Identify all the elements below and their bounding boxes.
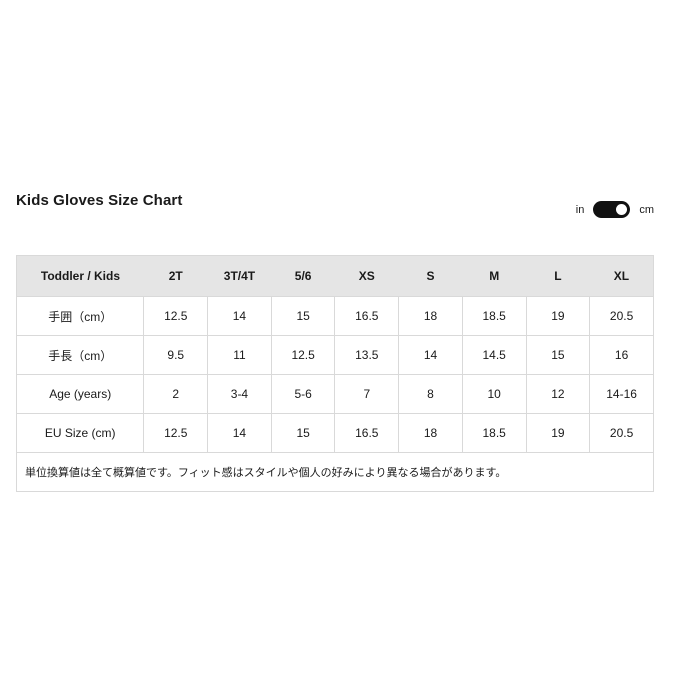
table-row: EU Size (cm) 12.5 14 15 16.5 18 18.5 19 20.5 bbox=[16, 413, 654, 453]
row-value: 18 bbox=[398, 296, 463, 336]
column-header: 2T bbox=[143, 255, 208, 297]
table-row: Age (years) 2 3-4 5-6 7 8 10 12 14-16 bbox=[16, 374, 654, 414]
row-value: 10 bbox=[461, 374, 527, 414]
column-header: Toddler / Kids bbox=[16, 255, 144, 297]
row-value: 15 bbox=[270, 413, 335, 453]
row-value: 8 bbox=[398, 374, 463, 414]
row-value: 19 bbox=[525, 296, 590, 336]
row-value: 20.5 bbox=[589, 413, 654, 453]
row-value: 12.5 bbox=[143, 296, 208, 336]
row-value: 12.5 bbox=[143, 413, 208, 453]
column-header: 5/6 bbox=[271, 255, 335, 297]
table-footnote: 単位換算値は全て概算値です。フィット感はスタイルや個人の好みにより異なる場合があ… bbox=[16, 452, 654, 492]
row-label: 手囲（cm） bbox=[16, 296, 144, 336]
size-chart-section: Kids Gloves Size Chart in cm Toddler / K… bbox=[16, 192, 654, 492]
unit-switch[interactable] bbox=[593, 201, 631, 218]
row-value: 12.5 bbox=[270, 335, 335, 375]
row-value: 13.5 bbox=[334, 335, 399, 375]
row-value: 5-6 bbox=[270, 374, 335, 414]
row-value: 2 bbox=[143, 374, 208, 414]
table-row: 手囲（cm） 12.5 14 15 16.5 18 18.5 19 20.5 bbox=[16, 296, 654, 336]
row-value: 14 bbox=[207, 413, 272, 453]
row-value: 14-16 bbox=[589, 374, 654, 414]
row-label: EU Size (cm) bbox=[16, 413, 144, 453]
row-value: 12 bbox=[525, 374, 590, 414]
row-value: 7 bbox=[334, 374, 399, 414]
row-value: 18 bbox=[398, 413, 463, 453]
row-value: 20.5 bbox=[589, 296, 654, 336]
table-row: 手長（cm） 9.5 11 12.5 13.5 14 14.5 15 16 bbox=[16, 335, 654, 375]
page-title: Kids Gloves Size Chart bbox=[16, 192, 183, 209]
row-value: 15 bbox=[525, 335, 590, 375]
row-label: Age (years) bbox=[16, 374, 144, 414]
column-header: L bbox=[526, 255, 590, 297]
column-header: S bbox=[398, 255, 463, 297]
section-header: Kids Gloves Size Chart in cm bbox=[16, 192, 654, 218]
column-header: XS bbox=[334, 255, 399, 297]
row-value: 9.5 bbox=[143, 335, 208, 375]
row-value: 19 bbox=[525, 413, 590, 453]
row-value: 11 bbox=[207, 335, 272, 375]
row-value: 15 bbox=[270, 296, 335, 336]
column-header: XL bbox=[589, 255, 654, 297]
size-chart-table: Toddler / Kids 2T 3T/4T 5/6 XS S M L XL 手囲（cm） 12… bbox=[16, 255, 654, 492]
unit-label-in[interactable]: in bbox=[575, 203, 585, 216]
footnote-row: 単位換算値は全て概算値です。フィット感はスタイルや個人の好みにより異なる場合があ… bbox=[16, 452, 654, 492]
row-value: 16.5 bbox=[334, 413, 399, 453]
column-header: M bbox=[462, 255, 527, 297]
unit-label-cm[interactable]: cm bbox=[639, 203, 654, 216]
switch-knob bbox=[616, 204, 628, 215]
column-header: 3T/4T bbox=[207, 255, 272, 297]
row-value: 18.5 bbox=[461, 296, 527, 336]
row-value: 16 bbox=[589, 335, 654, 375]
table-header-row: Toddler / Kids 2T 3T/4T 5/6 XS S M L XL bbox=[16, 255, 654, 297]
row-value: 14.5 bbox=[461, 335, 527, 375]
row-value: 18.5 bbox=[461, 413, 527, 453]
row-value: 14 bbox=[207, 296, 272, 336]
row-value: 14 bbox=[398, 335, 463, 375]
row-value: 3-4 bbox=[207, 374, 272, 414]
row-label: 手長（cm） bbox=[16, 335, 144, 375]
row-value: 16.5 bbox=[334, 296, 399, 336]
unit-toggle: in cm bbox=[576, 201, 654, 218]
